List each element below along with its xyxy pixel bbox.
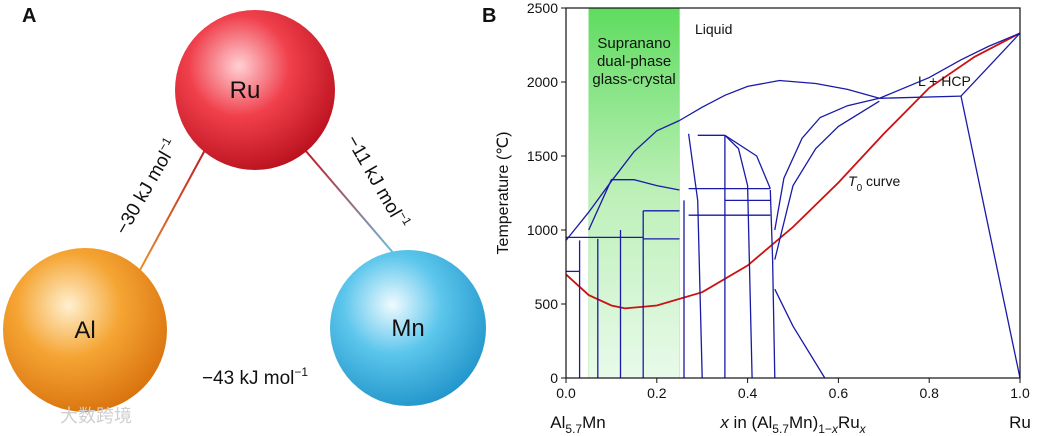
- y-tick-label: 0: [550, 370, 558, 386]
- text-part: 0: [857, 183, 863, 194]
- phase-line: [960, 95, 1021, 379]
- bond-line: [139, 149, 206, 271]
- y-tick-label: 1000: [527, 222, 558, 238]
- phase-line: [679, 79, 880, 122]
- x-tick-label: 1.0: [1010, 385, 1030, 401]
- text-part: x: [831, 422, 839, 436]
- panel-a: A Ru Al Mn −30 kJ mol−1 −11 kJ mol−1 −43…: [3, 5, 486, 426]
- phase-line: [769, 189, 776, 379]
- exponent: −1: [396, 209, 415, 228]
- y-tick-label: 500: [535, 296, 559, 312]
- phase-line: [774, 100, 880, 260]
- text-part: Liquid: [695, 21, 732, 37]
- text-part: Mn): [789, 413, 818, 432]
- energy: −43 kJ mol: [202, 368, 294, 389]
- phase-line: [565, 32, 1021, 310]
- text-part: Ru: [1009, 413, 1031, 432]
- phase-line: [960, 32, 1021, 97]
- bond-energy: −30 kJ mol−1: [109, 134, 183, 238]
- text-part: 1−: [818, 422, 832, 436]
- x-axis-title: x in (Al5.7Mn)1−xRux: [719, 413, 866, 436]
- panel-label: B: [482, 5, 496, 27]
- plot-frame: [565, 7, 1021, 379]
- watermark: 大数跨境: [60, 406, 132, 426]
- sphere-ru: [175, 10, 335, 170]
- text-part: in (Al: [729, 413, 772, 432]
- text-part: x: [719, 413, 729, 432]
- text-part: curve: [862, 173, 900, 189]
- shaded-region: [588, 7, 681, 379]
- y-tick-label: 2000: [527, 74, 558, 90]
- phase-line: [687, 133, 703, 379]
- element-label: Ru: [230, 77, 261, 104]
- bond-energy: −43 kJ mol−1: [202, 365, 308, 389]
- text-part: Mn: [582, 413, 606, 432]
- annotation: T0 curve: [848, 173, 900, 194]
- x-tick-label: 0.2: [647, 385, 667, 401]
- text-part: x: [859, 422, 867, 436]
- phase-line: [565, 119, 680, 241]
- text-part: Al: [550, 413, 565, 432]
- shade-label: glass-crystal: [592, 71, 675, 88]
- x-end-label: Ru: [1009, 413, 1031, 432]
- energy: −11 kJ mol: [341, 132, 405, 221]
- x-end-label: Al5.7Mn: [550, 413, 605, 436]
- text-part: Ru: [838, 413, 860, 432]
- phase-line: [879, 32, 1021, 99]
- phase-line: [879, 95, 962, 99]
- annotation: L + HCP: [918, 73, 971, 89]
- x-tick-label: 0.6: [829, 385, 849, 401]
- bond-line: [304, 149, 396, 256]
- x-tick-label: 0.0: [556, 385, 576, 401]
- sphere-mn: [330, 250, 486, 406]
- exponent: −1: [294, 365, 308, 379]
- phase-line: [774, 97, 880, 231]
- text-part: 5.7: [565, 422, 582, 436]
- sphere-al: [3, 248, 167, 412]
- text-part: T: [848, 173, 858, 189]
- element-label: Mn: [391, 315, 424, 342]
- phase-line: [588, 179, 680, 231]
- x-tick-label: 0.4: [738, 385, 758, 401]
- x-tick-label: 0.8: [919, 385, 939, 401]
- y-axis-title: Temperature (℃): [495, 132, 512, 255]
- text-part: 5.7: [772, 422, 789, 436]
- exponent: −1: [155, 134, 174, 153]
- shade-label: dual-phase: [597, 53, 671, 70]
- phase-line: [774, 288, 826, 379]
- panel-label: A: [22, 5, 36, 27]
- energy: −30 kJ mol: [112, 148, 176, 239]
- phase-line: [724, 134, 753, 379]
- y-tick-label: 1500: [527, 148, 558, 164]
- annotation: Liquid: [695, 21, 732, 37]
- y-tick-label: 2500: [527, 0, 558, 16]
- text-part: L + HCP: [918, 73, 971, 89]
- element-label: Al: [74, 317, 95, 344]
- bond-energy: −11 kJ mol−1: [341, 130, 414, 233]
- phase-line: [724, 134, 771, 189]
- shade-label: Supranano: [597, 35, 670, 52]
